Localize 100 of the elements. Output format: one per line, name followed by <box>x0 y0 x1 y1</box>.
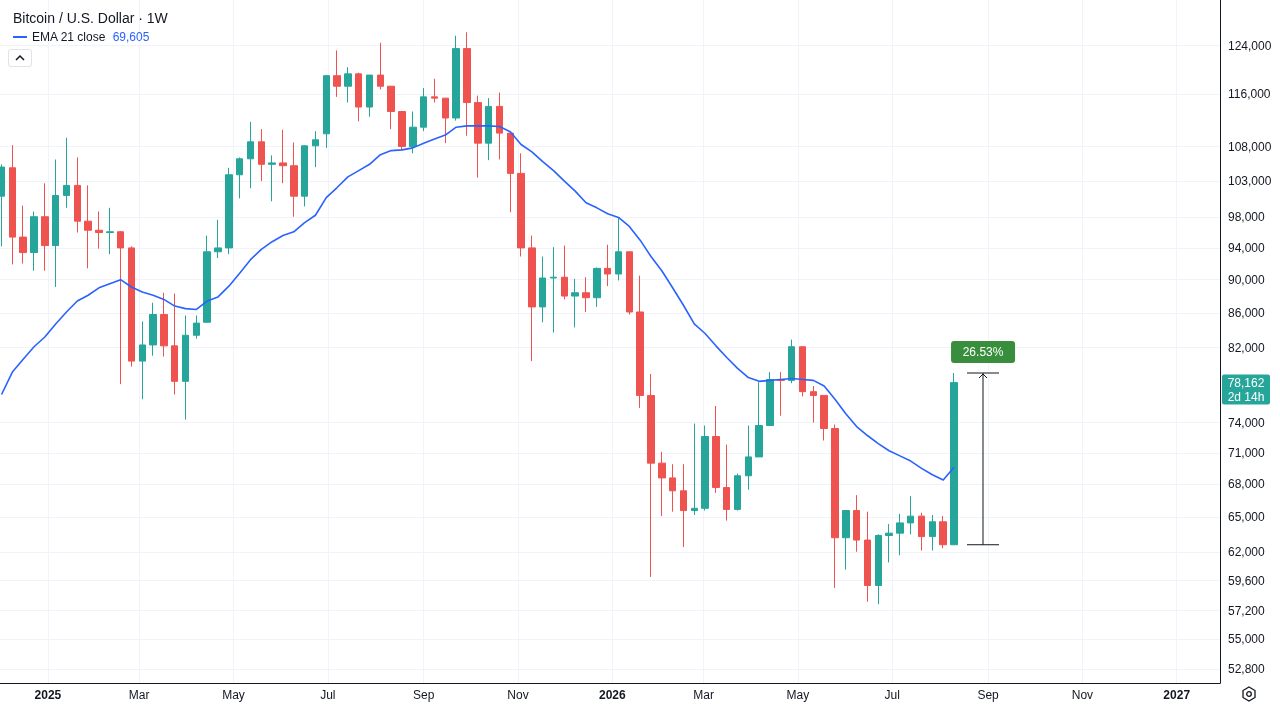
y-tick-label: 59,600 <box>1228 573 1266 588</box>
candlestick <box>9 144 16 265</box>
candlestick <box>225 167 233 255</box>
candlestick <box>517 152 525 257</box>
legend-label: EMA 21 close <box>32 30 113 44</box>
y-tick-label: 98,000 <box>1228 210 1266 225</box>
candlestick <box>19 205 27 265</box>
candlestick <box>247 121 254 189</box>
candlestick <box>907 495 914 535</box>
candlestick <box>734 473 741 512</box>
candlestick <box>84 184 92 269</box>
candlestick <box>864 511 871 603</box>
text: 78,162 <box>1227 375 1265 390</box>
candlestick <box>149 302 157 357</box>
candlestick <box>193 314 200 340</box>
candlestick <box>766 371 774 427</box>
candlestick <box>290 141 298 218</box>
y-tick-label: 52,800 <box>1228 662 1266 677</box>
candlestick <box>745 425 752 491</box>
y-tick-label: 90,000 <box>1228 272 1266 287</box>
x-tick-label: 2027 <box>1163 688 1191 702</box>
candlestick <box>507 132 514 213</box>
candlestick <box>106 207 114 255</box>
candlestick <box>63 137 70 209</box>
y-tick-label: 68,000 <box>1228 477 1266 492</box>
candlestick <box>885 523 893 563</box>
candlestick <box>485 97 492 161</box>
candlestick <box>571 278 579 328</box>
candlestick <box>355 72 362 122</box>
candlestick <box>539 255 546 323</box>
x-tick-label: Nov <box>507 688 529 702</box>
candlestick <box>452 35 460 122</box>
candlestick <box>398 111 406 151</box>
candlestick <box>474 95 482 179</box>
candlestick <box>377 42 384 90</box>
candlestick <box>171 293 178 395</box>
candlestick <box>820 394 828 442</box>
candlestick <box>842 510 850 571</box>
candlestick <box>691 423 698 516</box>
candlestick <box>323 74 330 149</box>
candlestick <box>561 245 568 300</box>
candlestick <box>387 85 395 130</box>
y-tick-label: 55,000 <box>1228 632 1266 647</box>
x-tick-label: Mar <box>693 688 714 702</box>
candlestick <box>333 49 341 98</box>
candlestick <box>409 111 417 154</box>
candlestick <box>268 154 276 202</box>
y-tick-label: 57,200 <box>1228 603 1266 618</box>
x-tick-label: Jul <box>320 688 336 702</box>
candlestick <box>128 245 135 368</box>
candlestick <box>680 463 687 548</box>
x-tick-label: Jul <box>884 688 900 702</box>
text: Bitcoin / U.S. Dollar · 1W <box>13 10 169 26</box>
y-tick-label: 116,000 <box>1228 87 1271 102</box>
candlestick <box>279 129 287 184</box>
candlestick <box>636 275 644 409</box>
candlestick <box>74 156 81 234</box>
y-tick-label: 62,000 <box>1228 544 1266 559</box>
candlestick <box>95 211 103 250</box>
y-tick-label: 71,000 <box>1228 445 1266 460</box>
candlestick <box>344 66 352 104</box>
candlestick <box>550 246 557 334</box>
y-tick-label: 74,000 <box>1228 415 1266 430</box>
candlestick <box>312 130 319 168</box>
candlestick <box>604 244 611 287</box>
candlestick <box>52 158 59 288</box>
x-tick-label: 2025 <box>34 688 62 702</box>
candlestick <box>896 513 904 556</box>
candlestick <box>301 144 308 207</box>
candlestick <box>853 494 860 553</box>
candlestick <box>723 444 730 522</box>
candlestick <box>875 533 882 605</box>
candlestick <box>160 292 168 358</box>
candlestick <box>582 276 590 313</box>
candlestick <box>528 235 536 362</box>
x-tick-label: May <box>786 688 810 702</box>
candlestick <box>669 463 676 513</box>
candlestick <box>788 339 795 384</box>
y-tick-label: 82,000 <box>1228 340 1266 355</box>
candlestick <box>366 74 373 118</box>
candlestick <box>0 163 5 247</box>
x-tick-label: May <box>222 688 245 702</box>
line-series <box>0 125 955 481</box>
candlestick <box>258 128 265 182</box>
candlestick <box>918 512 925 552</box>
x-tick-label: Sep <box>413 688 435 702</box>
candlestick <box>442 97 449 144</box>
annotation: 26.53% <box>962 344 1004 359</box>
candlestick <box>41 182 49 272</box>
candlestick <box>831 424 839 589</box>
x-tick-label: Mar <box>128 688 150 702</box>
y-tick-label: 108,000 <box>1228 139 1272 154</box>
annotation: 69,605 <box>112 30 150 44</box>
candlestick <box>712 405 720 494</box>
y-tick-label: 86,000 <box>1228 305 1266 320</box>
candlestick <box>236 156 243 199</box>
candlestick <box>420 87 427 132</box>
y-tick-label: 94,000 <box>1228 240 1266 255</box>
candlestick <box>139 320 146 400</box>
candlestick <box>182 314 189 421</box>
